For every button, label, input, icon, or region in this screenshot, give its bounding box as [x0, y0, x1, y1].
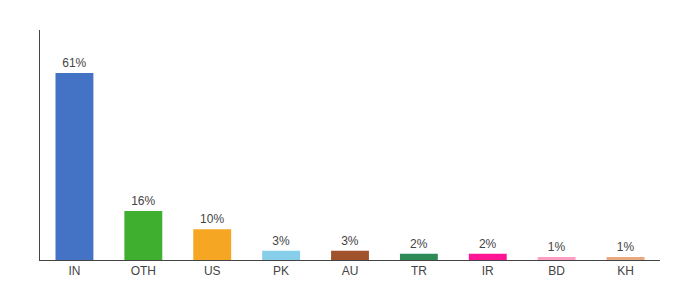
svg-text:BD: BD [548, 264, 565, 278]
svg-text:3%: 3% [341, 234, 359, 248]
svg-text:16%: 16% [131, 194, 155, 208]
svg-text:AU: AU [342, 264, 359, 278]
svg-text:61%: 61% [62, 56, 86, 70]
svg-text:TR: TR [411, 264, 427, 278]
svg-text:IR: IR [482, 264, 494, 278]
svg-text:3%: 3% [272, 234, 290, 248]
svg-text:2%: 2% [410, 237, 428, 251]
svg-text:OTH: OTH [131, 264, 156, 278]
svg-text:IN: IN [68, 264, 80, 278]
svg-text:US: US [204, 264, 221, 278]
svg-text:1%: 1% [617, 240, 635, 254]
svg-text:2%: 2% [479, 237, 497, 251]
svg-text:PK: PK [273, 264, 289, 278]
svg-text:1%: 1% [548, 240, 566, 254]
svg-text:KH: KH [617, 264, 634, 278]
svg-text:10%: 10% [200, 212, 224, 226]
